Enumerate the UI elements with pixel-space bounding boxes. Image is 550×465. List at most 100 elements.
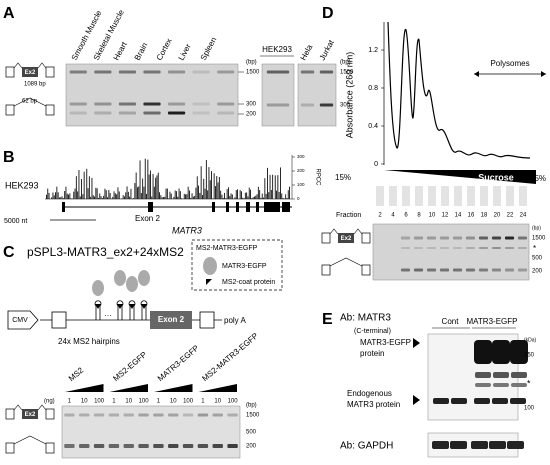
group-label: MS2-MATR3-EGFP xyxy=(200,331,259,383)
coverage-bar xyxy=(133,198,134,199)
coverage-bar xyxy=(230,193,232,199)
intron xyxy=(37,62,47,69)
gel-band xyxy=(64,444,75,448)
exon-label: Exon 2 xyxy=(135,214,160,223)
exon xyxy=(256,202,259,212)
label: 100 xyxy=(524,406,535,412)
gel-band xyxy=(217,111,235,115)
gel-band xyxy=(143,70,161,74)
coverage-bar xyxy=(46,194,47,199)
label: 24x MS2 hairpins xyxy=(58,337,120,346)
coverage-bar xyxy=(216,176,218,199)
coverage-bar xyxy=(51,197,53,199)
coverage-bar xyxy=(48,192,50,199)
exon-label: Ex2 xyxy=(25,70,36,76)
coverage-bar xyxy=(108,189,110,199)
exon-label: Ex2 xyxy=(341,236,352,242)
coverage-bar xyxy=(65,186,67,199)
lane-label: 1 xyxy=(201,399,205,405)
coverage-bar xyxy=(170,193,172,199)
coverage-bar xyxy=(83,171,85,199)
gel xyxy=(261,63,295,127)
fraction-tube xyxy=(402,186,410,206)
fraction-tube xyxy=(519,186,527,206)
coverage-bar xyxy=(157,172,159,199)
lane-label: 10 xyxy=(125,399,132,405)
coverage-bar xyxy=(226,189,228,199)
exon-box xyxy=(5,442,15,454)
exon-box xyxy=(338,233,354,243)
fraction-tube xyxy=(467,186,475,206)
coverage-bar xyxy=(277,175,279,199)
coverage-bar xyxy=(239,190,241,199)
fraction-number: 24 xyxy=(520,213,527,219)
exon-box xyxy=(45,104,55,116)
gel-band xyxy=(504,247,515,249)
coverage-bar xyxy=(244,192,246,199)
panel-label: C xyxy=(3,244,15,261)
exon-box xyxy=(5,408,15,420)
label: Ab: MATR3 xyxy=(340,313,391,324)
gel-band xyxy=(123,413,134,417)
coverage-bar xyxy=(213,173,215,199)
blot-band xyxy=(510,340,528,364)
gel-band xyxy=(192,111,210,115)
fraction-number: 14 xyxy=(455,213,462,219)
coverage-bar xyxy=(95,187,97,199)
coverage-bar xyxy=(281,193,283,199)
label: poly A xyxy=(224,316,246,325)
label: MS2-MATR3-EGFP xyxy=(196,245,258,252)
gel-band xyxy=(93,413,105,417)
coverage-bar xyxy=(200,166,202,199)
coverage-bar xyxy=(287,190,289,199)
gel-band xyxy=(400,247,411,249)
coverage-bar xyxy=(195,187,197,199)
coverage-bar xyxy=(211,171,212,199)
label: 1500 xyxy=(532,236,546,242)
exon xyxy=(282,202,290,212)
coverage-bar xyxy=(267,167,268,199)
exon-box xyxy=(51,311,67,329)
lane-label: Cortex xyxy=(155,37,174,62)
coverage-bar xyxy=(122,195,124,199)
blot-band xyxy=(451,398,467,404)
coverage-bar xyxy=(61,196,63,199)
label: Endogenous xyxy=(347,389,392,398)
exon-box xyxy=(45,408,55,420)
gel-band xyxy=(439,247,450,249)
gel-band xyxy=(192,70,210,74)
gel-band xyxy=(517,247,528,249)
intron xyxy=(353,228,363,235)
coverage-bar xyxy=(251,198,253,199)
tick-label: 1.2 xyxy=(368,47,378,54)
coverage-bar xyxy=(81,178,82,199)
gel-band xyxy=(300,70,315,74)
gel xyxy=(297,63,337,127)
label: Exon 2 xyxy=(158,315,185,324)
intron xyxy=(13,62,23,69)
coverage-bar xyxy=(178,188,180,199)
intron xyxy=(329,228,339,235)
exon-box xyxy=(361,264,371,276)
label: CMV xyxy=(12,317,28,324)
group-label: MATR3-EGFP xyxy=(156,343,201,383)
coverage-bar xyxy=(242,197,244,199)
arrowhead xyxy=(413,338,420,348)
size-label: 62 bp xyxy=(22,99,38,105)
coverage-bar xyxy=(179,191,181,199)
fraction-tube xyxy=(415,186,423,206)
coverage-bar xyxy=(129,196,131,199)
coverage-bar xyxy=(215,186,216,199)
label: (bp) xyxy=(340,60,351,66)
coverage-bar xyxy=(269,174,271,199)
blot-band xyxy=(432,441,449,449)
coverage-bar xyxy=(173,196,175,199)
axis-label: RPCC xyxy=(314,168,320,186)
tick-label: 0.8 xyxy=(368,85,378,92)
fraction-tube xyxy=(389,186,397,206)
coverage-bar xyxy=(86,168,88,199)
blot-band xyxy=(492,398,508,404)
coverage-bar xyxy=(250,189,251,199)
gel-band xyxy=(79,413,90,417)
hairpin xyxy=(94,300,102,320)
